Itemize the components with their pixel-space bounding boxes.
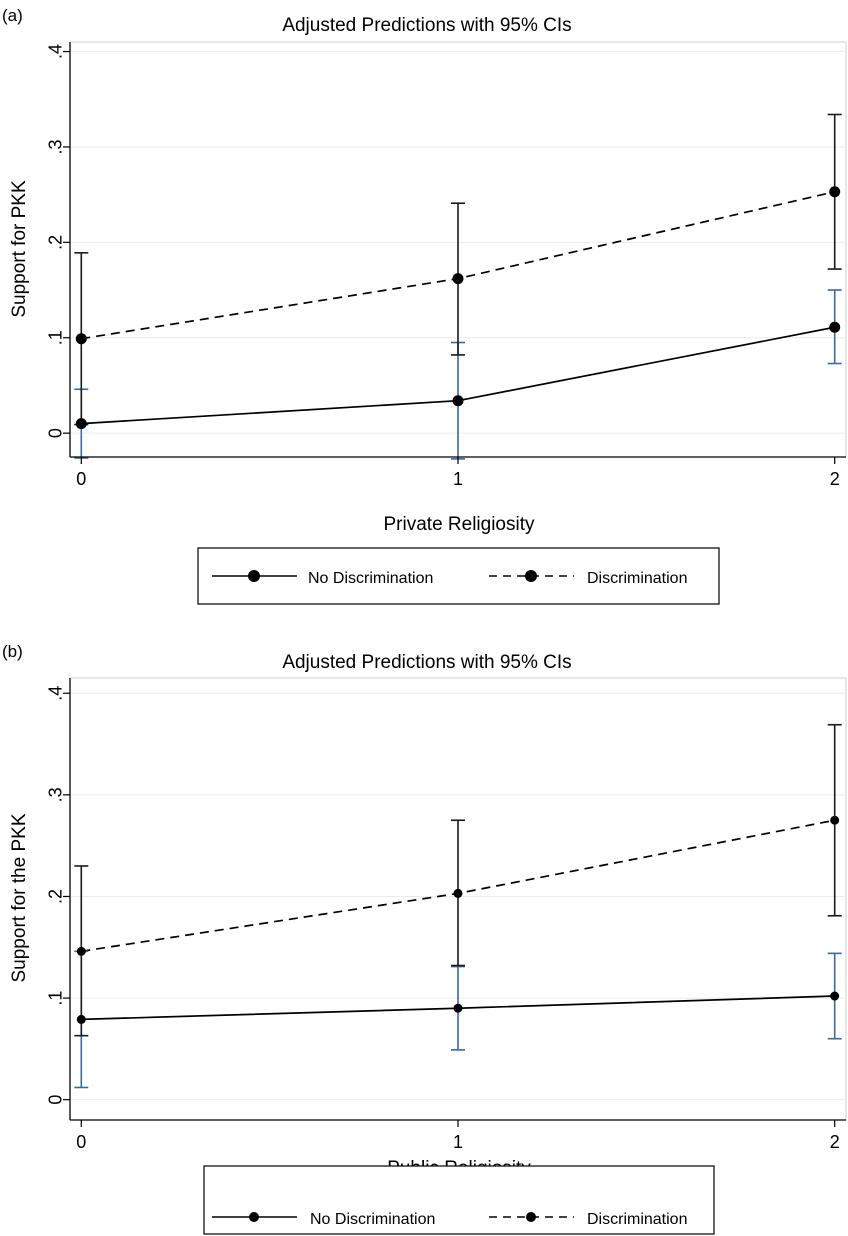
legend-marker-discrimination	[526, 1212, 536, 1222]
legend-label-discrimination: Discrimination	[587, 570, 687, 587]
data-point-discrimination	[829, 186, 841, 198]
y-ticks: 0 .1 .2 .3 .4	[45, 44, 70, 438]
x-tick-label: 0	[76, 1132, 86, 1152]
y-tick-label: 0	[45, 1095, 65, 1105]
data-point-discrimination	[75, 333, 87, 345]
x-ticks: 0 1 2	[76, 457, 840, 489]
x-tick-label: 1	[453, 469, 463, 489]
data-point-no-discrimination	[452, 395, 464, 407]
y-tick-label: .2	[45, 889, 65, 904]
legend-box	[203, 1165, 715, 1235]
y-axis-label: Support for PKK	[9, 180, 30, 318]
x-ticks: 0 1 2	[76, 1120, 840, 1152]
legend-label-no-discrimination: No Discrimination	[308, 570, 433, 587]
y-axis-label: Support for the PKK	[9, 813, 30, 982]
data-point-no-discrimination	[75, 418, 87, 430]
data-point-no-discrimination	[829, 321, 841, 333]
x-tick-label: 2	[830, 1132, 840, 1152]
legend-marker-no-discrimination	[248, 570, 260, 582]
y-tick-label: .3	[45, 139, 65, 154]
y-tick-label: .1	[45, 330, 65, 345]
legend: No Discrimination Discrimination	[197, 547, 720, 605]
panel-label: (b)	[2, 642, 23, 661]
chart-panel-a: (a) Adjusted Predictions with 95% CIs 0.…	[2, 6, 847, 605]
data-point-discrimination	[452, 273, 464, 285]
legend-marker-no-discrimination	[249, 1212, 259, 1222]
y-tick-label: .3	[45, 787, 65, 802]
y-tick-label: .4	[45, 686, 65, 701]
legend-label-no-discrimination: No Discrimination	[310, 1211, 435, 1228]
y-tick-label: .2	[45, 235, 65, 250]
y-tick-label: .1	[45, 991, 65, 1006]
legend-marker-discrimination	[525, 570, 537, 582]
x-tick-label: 1	[453, 1132, 463, 1152]
series-points	[75, 186, 841, 430]
chart-panel-b: (b) Adjusted Predictions with 95% CIs 0.…	[2, 642, 847, 1235]
data-point-discrimination	[830, 815, 840, 825]
data-point-no-discrimination	[453, 1003, 463, 1013]
chart-title: Adjusted Predictions with 95% CIs	[282, 15, 571, 36]
data-point-no-discrimination	[830, 991, 840, 1001]
x-axis-label: Private Religiosity	[384, 514, 535, 535]
x-tick-label: 2	[830, 469, 840, 489]
legend: No Discrimination Discrimination	[203, 1165, 715, 1235]
data-point-no-discrimination	[76, 1014, 86, 1024]
panel-label: (a)	[2, 6, 23, 25]
legend-label-discrimination: Discrimination	[587, 1211, 687, 1228]
data-point-discrimination	[453, 888, 463, 898]
y-ticks: 0 .1 .2 .3 .4	[45, 686, 70, 1105]
chart-title: Adjusted Predictions with 95% CIs	[282, 652, 571, 673]
y-tick-label: 0	[45, 428, 65, 438]
y-tick-label: .4	[45, 44, 65, 59]
data-point-discrimination	[76, 946, 86, 956]
x-tick-label: 0	[76, 469, 86, 489]
series-points	[76, 815, 840, 1024]
